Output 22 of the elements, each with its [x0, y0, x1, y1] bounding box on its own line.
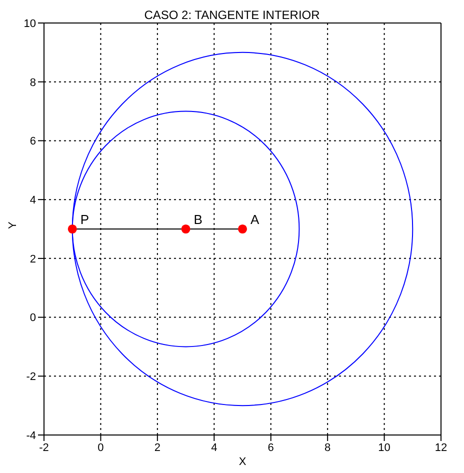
y-tick-label: 8 — [30, 76, 36, 89]
annotation: B — [194, 212, 202, 227]
y-tick-label: 0 — [30, 312, 36, 324]
y-tick-label: 10 — [24, 18, 36, 30]
x-tick-label: 12 — [434, 442, 448, 454]
y-tick-label: 2 — [30, 253, 36, 266]
y-axis-title: Y — [6, 221, 19, 229]
x-tick-label: 4 — [211, 442, 218, 454]
y-tick-label: -2 — [26, 371, 36, 384]
x-tick-label: 0 — [98, 442, 104, 454]
y-tick-label: 4 — [30, 194, 36, 206]
x-tick-label: 10 — [378, 442, 390, 454]
x-axis-title: X — [238, 456, 247, 468]
chart-title: CASO 2: TANGENTE INTERIOR — [144, 8, 320, 22]
y-tick-label: 6 — [30, 136, 36, 148]
y-tick-label: -4 — [26, 430, 36, 442]
annotation: P — [80, 212, 90, 227]
x-tick-label: 2 — [154, 442, 160, 454]
x-tick-label: 6 — [268, 442, 274, 454]
x-tick-label: -2 — [39, 442, 49, 454]
x-tick-label: 8 — [324, 442, 331, 454]
annotation: A — [250, 212, 260, 227]
